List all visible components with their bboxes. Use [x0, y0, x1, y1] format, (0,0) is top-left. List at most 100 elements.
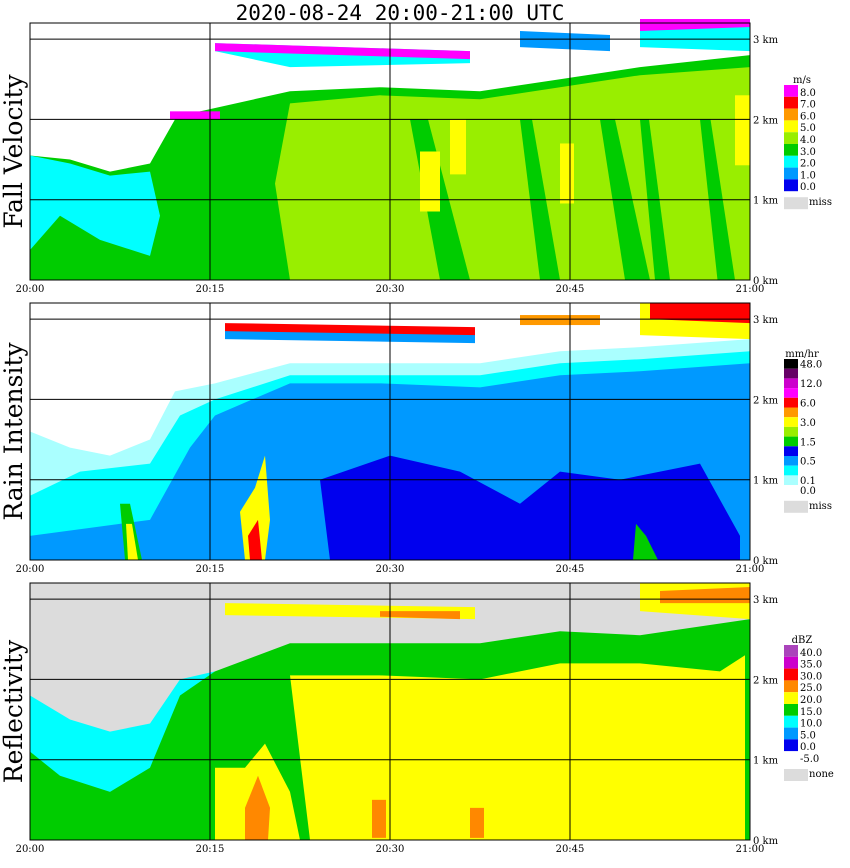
legend-swatch — [784, 645, 798, 657]
legend-label: 0.0 — [800, 742, 816, 753]
legend-label: 1.0 — [800, 170, 816, 181]
refl-yellow-body — [290, 655, 745, 840]
y-tick-label: 2 km — [753, 675, 779, 686]
legend-swatch — [784, 692, 798, 704]
y-tick-label: 3 km — [753, 595, 779, 606]
legend-swatch — [784, 132, 798, 144]
y-tick-label: 1 km — [753, 196, 779, 207]
legend-swatch — [784, 739, 798, 752]
x-tick-label: 20:00 — [16, 564, 45, 575]
y-tick-label: 3 km — [753, 35, 779, 46]
legend-label: 10.0 — [800, 719, 822, 730]
legend-swatch — [784, 96, 798, 109]
legend-swatch — [784, 475, 798, 486]
y-tick-label: 3 km — [753, 315, 779, 326]
y-axis-label: Rain Intensity — [0, 341, 28, 520]
legend-label: 0.1 — [800, 476, 816, 487]
legend-swatch — [784, 668, 798, 681]
legend-label: 3.0 — [800, 418, 816, 429]
legend-missing-swatch — [784, 769, 808, 781]
legend-label: 2.0 — [800, 159, 816, 170]
legend-swatch — [784, 378, 798, 389]
x-tick-label: 20:15 — [196, 844, 225, 855]
legend-swatch — [784, 167, 798, 180]
y-tick-label: 2 km — [753, 395, 779, 406]
legend-label: 0.0 — [800, 182, 816, 193]
patch-yellow-1 — [450, 119, 466, 175]
y-tick-label: 1 km — [753, 476, 779, 487]
legend-swatch — [784, 155, 798, 168]
x-tick-label: 20:45 — [556, 844, 585, 855]
legend-swatch — [784, 656, 798, 669]
legend-missing-swatch — [784, 197, 808, 210]
legend-label: 35.0 — [800, 660, 822, 671]
legend-swatch — [784, 704, 798, 716]
legend-label: 0.5 — [800, 457, 816, 468]
x-tick-label: 20:00 — [16, 844, 45, 855]
fringe-magenta-left — [170, 111, 220, 120]
x-tick-label: 20:15 — [196, 564, 225, 575]
legend-label: 6.0 — [800, 111, 816, 122]
legend-swatch — [784, 715, 798, 728]
legend-label: 3.0 — [800, 147, 816, 158]
patch-yellow-0 — [420, 151, 440, 212]
legend-label: -5.0 — [800, 754, 819, 765]
legend-swatch — [784, 485, 798, 495]
legend-label: 20.0 — [800, 695, 822, 706]
refl-orange-plume — [245, 775, 270, 840]
y-tick-label: 0 km — [753, 556, 779, 567]
legend-swatch — [784, 446, 798, 456]
plume-yellow — [240, 455, 270, 560]
fringe-magenta-right — [640, 18, 750, 32]
legend-unit: dBZ — [792, 635, 813, 646]
legend-swatch — [784, 108, 798, 121]
refl-orange-small-1 — [372, 799, 386, 838]
panel-3: 20:00 20:15 20:30 20:45 21:000 km 1 km 2 km 3 k… — [0, 582, 834, 855]
legend-missing-swatch — [784, 500, 808, 513]
legend-swatch — [784, 144, 798, 156]
legend-label: 0.0 — [800, 486, 816, 497]
legend-swatch — [784, 179, 798, 192]
y-tick-label: 1 km — [753, 756, 779, 767]
panel-2: 20:00 20:15 20:30 20:45 21:000 km 1 km 2 km 3 k… — [0, 302, 832, 575]
x-tick-label: 20:30 — [376, 284, 405, 295]
legend-swatch — [784, 680, 798, 693]
legend-label: 40.0 — [800, 648, 822, 659]
legend-swatch — [784, 456, 798, 466]
plot-frame — [29, 302, 751, 561]
fringe-magenta — [215, 43, 470, 60]
x-tick-label: 20:45 — [556, 284, 585, 295]
plot-frame — [29, 582, 751, 841]
refl-orange-small-2 — [470, 807, 484, 838]
y-axis-label: Reflectivity — [0, 639, 28, 783]
legend-swatch — [784, 388, 798, 398]
x-tick-label: 20:45 — [556, 564, 585, 575]
legend-missing-label: miss — [809, 197, 832, 208]
legend-swatch — [784, 85, 798, 97]
legend-missing-label: miss — [809, 501, 832, 512]
legend-swatch — [784, 120, 798, 133]
legend-label: 8.0 — [800, 88, 816, 99]
legend-swatch — [784, 465, 798, 476]
legend-label: 25.0 — [800, 683, 822, 694]
legend-label: 48.0 — [800, 360, 822, 371]
legend-label: 12.0 — [800, 379, 822, 390]
legend-label: 15.0 — [800, 707, 822, 718]
x-tick-label: 21:00 — [736, 844, 765, 855]
refl-top-orange — [380, 611, 460, 620]
y-tick-label: 2 km — [753, 115, 779, 126]
legend-swatch — [784, 417, 798, 427]
rain-top-red — [225, 323, 475, 336]
rain-top-right-red — [650, 303, 750, 324]
legend-swatch — [784, 751, 798, 763]
legend-swatch — [784, 727, 798, 740]
legend-swatch — [784, 426, 798, 437]
x-tick-label: 20:00 — [16, 284, 45, 295]
y-axis-label: Fall Velocity — [0, 73, 28, 228]
patch-yellow-3 — [735, 95, 750, 166]
legend-label: 5.0 — [800, 123, 816, 134]
legend-label: 5.0 — [800, 730, 816, 741]
rain-top-mid-orange — [520, 315, 600, 326]
y-tick-label: 0 km — [753, 836, 779, 847]
panel-1: 20:00 20:15 20:30 20:45 21:000 km 1 km 2 km 3 k… — [0, 18, 832, 295]
